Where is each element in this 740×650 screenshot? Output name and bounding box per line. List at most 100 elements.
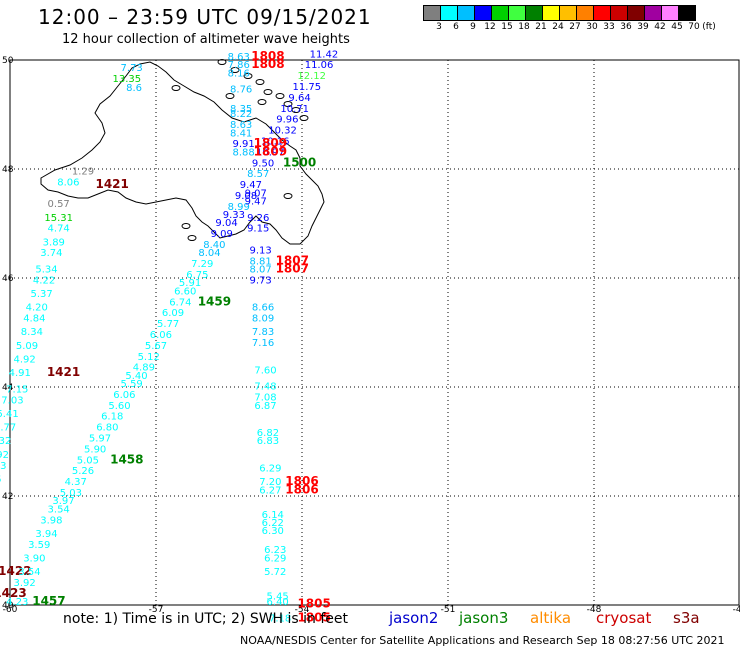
color-scale-label: 3 — [436, 22, 442, 32]
wave-height-label: 4.84 — [23, 314, 45, 325]
wave-height-label: 4.63 — [0, 461, 7, 472]
pass-time-label: 1423 — [0, 586, 27, 600]
color-scale-label: 21 — [535, 22, 547, 32]
wave-height-label: 8.57 — [247, 169, 269, 180]
coastal-island — [187, 235, 197, 241]
legend-altika: altika — [530, 609, 572, 627]
pass-time-label: 1422 — [0, 564, 32, 578]
wave-height-label: 8.63 — [230, 120, 252, 131]
credit-line: NOAA/NESDIS Center for Satellite Applica… — [240, 634, 725, 647]
wave-height-label: 3.94 — [35, 529, 57, 540]
newfoundland-coastline — [40, 61, 325, 245]
wave-height-label: 9.26 — [247, 213, 269, 224]
longitude-tick-label: -48 — [587, 605, 602, 615]
legend-s3a: s3a — [673, 609, 700, 627]
wave-height-label: 9.07 — [245, 188, 267, 199]
wave-height-label: 4.91 — [9, 368, 31, 379]
wave-height-label: 7.20 — [259, 477, 281, 488]
color-scale-label: 6 — [453, 22, 459, 32]
wave-height-label: 6.22 — [262, 518, 284, 529]
color-scale-label: 15 — [501, 22, 513, 32]
color-scale-bar — [423, 5, 696, 21]
wave-height-label: 10.97 — [256, 147, 285, 158]
wave-height-label: 8.6 — [126, 83, 142, 94]
wave-height-label: 4.92 — [0, 450, 9, 461]
wave-height-label: 6.06 — [150, 330, 172, 341]
wave-height-label: 7.86 — [228, 60, 250, 71]
coastal-island — [275, 93, 285, 99]
color-swatch — [543, 5, 560, 21]
wave-height-label: 4.37 — [65, 477, 87, 488]
coastal-island — [257, 99, 267, 105]
wave-height-label: 8.40 — [203, 240, 225, 251]
wave-height-label: 5.34 — [35, 265, 57, 276]
color-swatch — [577, 5, 594, 21]
color-swatch — [662, 5, 679, 21]
wave-height-label: 6.82 — [257, 428, 279, 439]
wave-height-label: 3.59 — [28, 540, 50, 551]
wave-height-label: 8.63 — [228, 52, 250, 63]
wave-height-label: 3.54 — [18, 567, 40, 578]
wave-height-label: 3.89 — [43, 237, 65, 248]
wave-height-label: 8.22 — [230, 109, 252, 120]
wave-height-label: 5.72 — [264, 567, 286, 578]
pass-time-label: 1808 — [251, 49, 284, 63]
color-scale-label: 42 — [654, 22, 666, 32]
pass-time-label: 1809 — [254, 144, 287, 158]
coastal-island — [283, 101, 293, 107]
wave-height-label: 9.50 — [252, 158, 274, 169]
map-subtitle: 12 hour collection of altimeter wave hei… — [62, 32, 350, 47]
legend-jason3: jason3 — [459, 609, 509, 627]
wave-height-label: 5.41 — [0, 409, 19, 420]
color-scale-label: 12 — [484, 22, 496, 32]
wave-height-label: 8.09 — [252, 314, 274, 325]
wave-height-label: 3.74 — [40, 248, 62, 259]
wave-height-label: 13.35 — [112, 74, 141, 85]
wave-height-label: 15.31 — [44, 213, 73, 224]
legend-cryosat: cryosat — [596, 609, 652, 627]
wave-height-label: 1.29 — [72, 166, 94, 177]
wave-height-label: 4.92 — [13, 354, 35, 365]
wave-height-label: 9.09 — [211, 229, 233, 240]
wave-height-label: 10.16 — [261, 136, 290, 147]
wave-height-label: 3.98 — [40, 515, 62, 526]
color-scale-label: 27 — [569, 22, 581, 32]
wave-height-label: 11.06 — [305, 60, 334, 71]
color-scale-label: 18 — [518, 22, 530, 32]
pass-time-label: 1807 — [276, 253, 309, 267]
wave-height-label: 12.12 — [297, 71, 326, 82]
longitude-tick-label: -54 — [295, 605, 310, 615]
wave-height-label: 9.91 — [232, 139, 254, 150]
wave-height-label: 9.47 — [245, 196, 267, 207]
longitude-tick-label: -51 — [441, 605, 456, 615]
wave-height-label: 4.05 — [0, 474, 2, 485]
wave-height-label: 6.60 — [174, 286, 196, 297]
wave-height-label: 6.29 — [264, 553, 286, 564]
pass-time-label: 1421 — [47, 365, 80, 379]
wave-height-label: 6.06 — [113, 390, 135, 401]
wave-height-label: 8.88 — [232, 147, 254, 158]
color-scale-label: 9 — [470, 22, 476, 32]
legend-jason2: jason2 — [389, 609, 439, 627]
latitude-tick-label: 50 — [2, 56, 14, 66]
wave-height-label: 7.15 — [6, 384, 28, 395]
latitude-tick-label: 46 — [2, 274, 14, 284]
latitude-tick-label: 42 — [2, 492, 13, 502]
pass-time-label: 1806 — [285, 482, 318, 496]
wave-height-label: 6.80 — [96, 423, 118, 434]
wave-height-label: 5.77 — [157, 319, 179, 330]
coastal-island — [243, 73, 253, 79]
coastal-island — [299, 115, 309, 121]
wave-height-label: 8.07 — [250, 265, 272, 276]
wave-height-label: 8.41 — [230, 128, 252, 139]
color-scale-label: 30 — [586, 22, 598, 32]
pass-time-label: 1805 — [297, 610, 330, 624]
wave-height-label: 6.09 — [162, 308, 184, 319]
pass-time-label: 1806 — [285, 474, 318, 488]
color-swatch — [492, 5, 509, 21]
wave-height-label: 10.71 — [280, 104, 309, 115]
wave-height-label: 0.57 — [48, 199, 70, 210]
wave-height-label: 5.09 — [16, 341, 38, 352]
wave-height-label: 5.59 — [121, 379, 143, 390]
